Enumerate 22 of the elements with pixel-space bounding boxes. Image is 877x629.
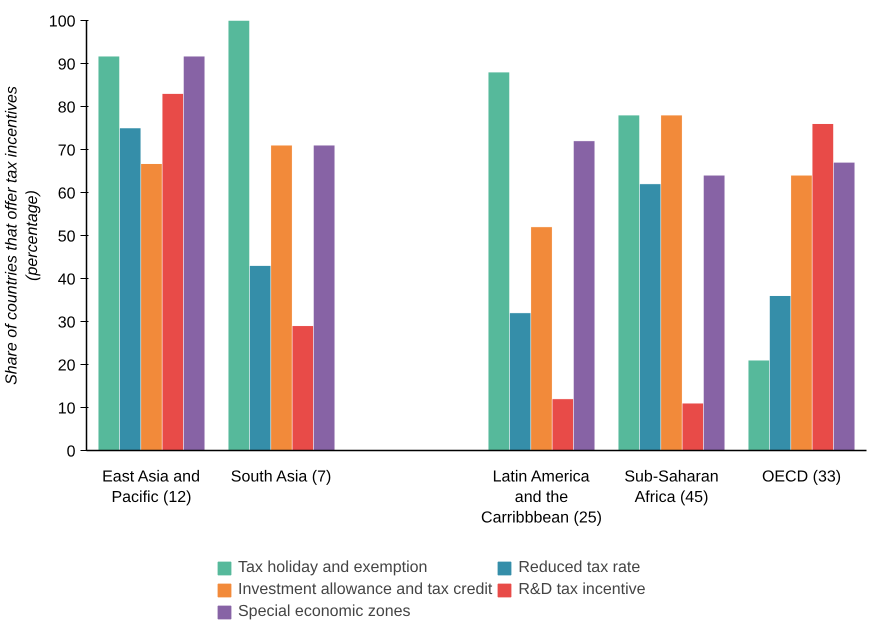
y-tick-label: 100 bbox=[48, 14, 76, 30]
y-tick-label: 70 bbox=[58, 142, 76, 160]
x-tick-label: South Asia (7) bbox=[230, 468, 332, 486]
legend-label: R&D tax incentive bbox=[518, 581, 646, 599]
legend-label: Special economic zones bbox=[238, 603, 411, 621]
y-tick-label: 50 bbox=[58, 228, 76, 246]
x-tick-label: East Asia and Pacific (12) bbox=[102, 468, 200, 506]
y-tick-label: 10 bbox=[58, 400, 76, 418]
x-tick-label: Latin America and the Carribbbean (25) bbox=[481, 468, 602, 526]
legend-label: Investment allowance and tax credit bbox=[238, 581, 492, 599]
legend-label: Reduced tax rate bbox=[518, 559, 640, 577]
y-tick-label: 60 bbox=[58, 186, 76, 202]
x-tick-label: OECD (33) bbox=[762, 468, 842, 486]
x-tick-label: Sub-Saharan Africa (45) bbox=[624, 468, 719, 506]
y-tick-label: 80 bbox=[58, 100, 76, 116]
y-tick-label: 20 bbox=[58, 358, 76, 374]
y-axis-title: Share of countries that offer tax incentives (percentage) bbox=[3, 86, 41, 385]
legend-label: Tax holiday and exemption bbox=[238, 559, 428, 577]
y-tick-label: 90 bbox=[58, 56, 76, 74]
y-tick-label: 40 bbox=[58, 272, 76, 288]
y-tick-label: 30 bbox=[58, 314, 76, 332]
y-tick-label: 0 bbox=[66, 444, 76, 460]
